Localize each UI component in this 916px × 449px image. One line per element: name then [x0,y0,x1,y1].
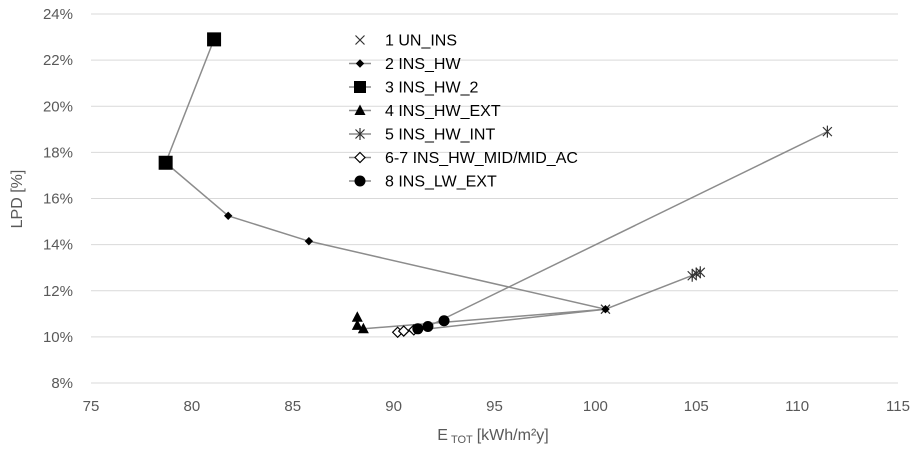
connector-line [427,130,828,328]
x-axis-tick-labels: 75 80 85 90 95 100 105 110 115 [83,398,910,415]
y-tick-label: 12% [43,283,73,300]
connector-line [363,308,606,330]
legend: 1 UN_INS 2 INS_HW 3 INS_HW_2 4 INS_HW_EXT 5 … [349,33,578,191]
square-marker [354,81,366,93]
square-marker [158,155,173,170]
triangle-marker [357,322,369,334]
circle-marker [422,320,434,332]
legend-label: 8 INS_LW_EXT [385,174,497,191]
open-diamond-marker [354,151,366,164]
diamond-marker [355,59,365,68]
circle-marker [438,315,450,327]
y-tick-label: 24% [43,6,73,23]
diamond-marker [601,305,610,314]
x-tick-label: 105 [684,398,709,415]
legend-label: 6-7 INS_HW_MID/MID_AC [385,150,578,167]
legend-item: 1 UN_INS [355,33,457,50]
x-tick-label: 115 [886,398,910,415]
circle-marker [412,323,424,335]
y-tick-label: 8% [51,375,73,392]
legend-item: 2 INS_HW [349,56,461,73]
x-tick-label: 110 [785,398,809,415]
legend-item: 5 INS_HW_INT [349,127,495,144]
circle-marker [354,175,366,187]
x-marker [355,35,365,45]
x-tick-label: 75 [83,398,100,415]
x-tick-label: 95 [486,398,503,415]
legend-label: 2 INS_HW [385,56,461,73]
y-tick-label: 16% [43,191,73,208]
x-tick-label: 100 [583,398,608,415]
legend-item: 6-7 INS_HW_MID/MID_AC [349,150,578,167]
diamond-marker [223,211,233,220]
legend-label: 3 INS_HW_2 [385,80,478,97]
connector-line [164,39,701,310]
y-tick-label: 14% [43,237,73,254]
legend-item: 4 INS_HW_EXT [349,103,501,120]
legend-label: 1 UN_INS [385,33,457,50]
asterisk-marker [822,125,833,138]
y-tick-label: 10% [43,329,73,346]
grid-lines [91,13,898,384]
square-marker [207,32,222,47]
triangle-marker [354,104,366,115]
y-tick-label: 22% [43,52,73,69]
triangle-marker [351,319,363,330]
legend-label: 4 INS_HW_EXT [385,103,501,120]
legend-item: 8 INS_LW_EXT [349,174,497,191]
y-tick-label: 20% [43,98,73,115]
y-axis-tick-labels: 8% 10% 12% 14% 16% 18% 20% 22% 24% [43,6,73,392]
legend-item: 3 INS_HW_2 [349,80,478,97]
triangle-marker [351,311,363,322]
x-tick-label: 80 [184,398,201,415]
open-diamond-marker [397,325,410,337]
y-tick-label: 18% [43,144,73,161]
asterisk-marker [355,128,365,140]
asterisk-marker [687,269,698,282]
y-axis-title: LPD [%] [9,170,26,229]
x-tick-label: 90 [385,398,402,415]
asterisk-marker [695,266,706,279]
x-tick-label: 85 [284,398,301,415]
x-axis-title: E TOT [kWh/m²y] [437,427,548,446]
diamond-marker [304,236,314,246]
legend-label: 5 INS_HW_INT [385,127,495,144]
data-points [158,32,833,339]
